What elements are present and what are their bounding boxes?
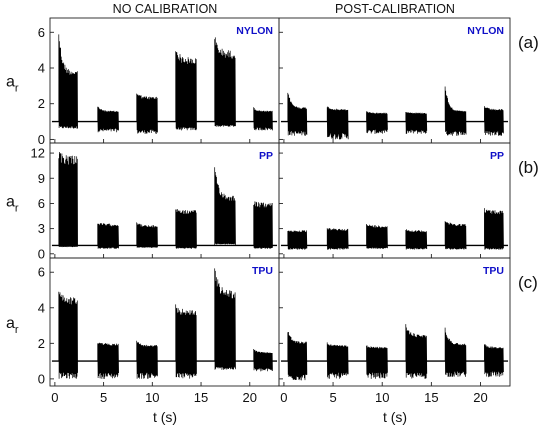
y-axis-label-row-1: ar: [6, 74, 19, 95]
material-label: PP: [490, 150, 504, 162]
burst-6: [253, 107, 273, 131]
y-axis-label-row-3: ar: [6, 315, 19, 336]
y-tick-label: 9: [38, 171, 45, 186]
x-tick-label: 20: [243, 390, 257, 405]
burst-4: [175, 51, 197, 131]
x-tick-label: 0: [280, 390, 287, 405]
x-tick-label: 15: [194, 390, 208, 405]
y-tick-label: 2: [38, 336, 45, 351]
burst-2: [97, 106, 119, 133]
burst-3: [366, 345, 388, 379]
burst-1: [58, 151, 78, 248]
panel-frame: [278, 257, 511, 387]
x-tick-label: 10: [375, 390, 389, 405]
panel-label-3: (c): [518, 273, 538, 292]
burst-1: [58, 291, 78, 379]
y-tick-label: 6: [38, 265, 45, 280]
y-tick-label: 2: [38, 96, 45, 111]
burst-4: [405, 229, 428, 250]
x-tick-label: 5: [100, 390, 107, 405]
y-tick-label: 6: [38, 25, 45, 40]
burst-1: [58, 34, 78, 129]
panel-nylon-no-calibration: 0 2 4 6 NYLON: [38, 17, 280, 147]
burst-1: [287, 331, 308, 381]
burst-4: [405, 111, 428, 135]
burst-1: [287, 230, 308, 250]
panel-frame: [49, 257, 280, 387]
y-tick-label: 0: [38, 246, 45, 261]
burst-5: [444, 327, 467, 378]
x-axis-label-right: t (s): [383, 409, 407, 425]
x-tick-label: 10: [145, 390, 159, 405]
y-tick-label: 12: [31, 146, 45, 161]
x-tick-label: 0: [51, 390, 58, 405]
material-label: NYLON: [236, 25, 273, 37]
material-label: TPU: [483, 265, 504, 277]
burst-5: [214, 167, 236, 246]
burst-5: [444, 86, 467, 136]
panel-frame: [278, 142, 511, 259]
burst-3: [136, 93, 158, 135]
x-tick-label: 20: [473, 390, 487, 405]
burst-2: [97, 222, 119, 249]
burst-3: [136, 340, 158, 379]
panel-pp-no-calibration: 0 3 6 9 12 PP: [31, 142, 280, 261]
panel-tpu-no-calibration: 0 2 4 6 0 5 10 15 20 TPU: [38, 257, 280, 405]
burst-3: [366, 223, 388, 249]
panel-pp-post-calibration: PP: [278, 142, 511, 259]
x-axis-label-left: t (s): [153, 409, 177, 425]
material-label: PP: [259, 150, 273, 162]
y-tick-label: 4: [38, 300, 45, 315]
burst-4: [175, 304, 197, 379]
x-tick-label: 5: [329, 390, 336, 405]
y-tick-label: 6: [38, 196, 45, 211]
panel-label-2: (b): [518, 158, 539, 177]
burst-4: [175, 209, 197, 249]
y-tick-label: 4: [38, 61, 45, 76]
burst-6: [484, 208, 504, 250]
burst-2: [326, 342, 349, 379]
column-title-no-calibration: NO CALIBRATION: [113, 2, 218, 16]
row-labels-group: ar (a) ar (b) ar (c): [6, 33, 539, 336]
panel-frame: [49, 142, 280, 259]
panel-nylon-post-calibration: NYLON: [278, 17, 511, 144]
material-label: TPU: [252, 265, 273, 277]
burst-5: [214, 37, 236, 127]
burst-3: [136, 222, 158, 248]
burst-6: [253, 201, 273, 249]
y-axis-label-row-2: ar: [6, 194, 19, 215]
y-tick-label: 0: [38, 132, 45, 147]
y-tick-label: 3: [38, 221, 45, 236]
y-tick-label: 0: [38, 371, 45, 386]
panel-label-1: (a): [518, 33, 539, 52]
burst-1: [287, 92, 308, 136]
burst-6: [484, 344, 504, 378]
burst-2: [326, 228, 349, 250]
burst-5: [444, 221, 467, 250]
burst-4: [405, 324, 428, 379]
x-tick-label: 15: [424, 390, 438, 405]
material-label: NYLON: [467, 25, 504, 37]
burst-3: [366, 111, 388, 135]
burst-6: [484, 106, 504, 136]
burst-6: [253, 348, 273, 372]
burst-2: [97, 342, 119, 379]
panel-tpu-post-calibration: 0 5 10 15 20 TPU: [278, 257, 511, 405]
column-title-post-calibration: POST-CALIBRATION: [335, 2, 455, 16]
burst-5: [214, 268, 236, 370]
burst-2: [326, 106, 349, 140]
